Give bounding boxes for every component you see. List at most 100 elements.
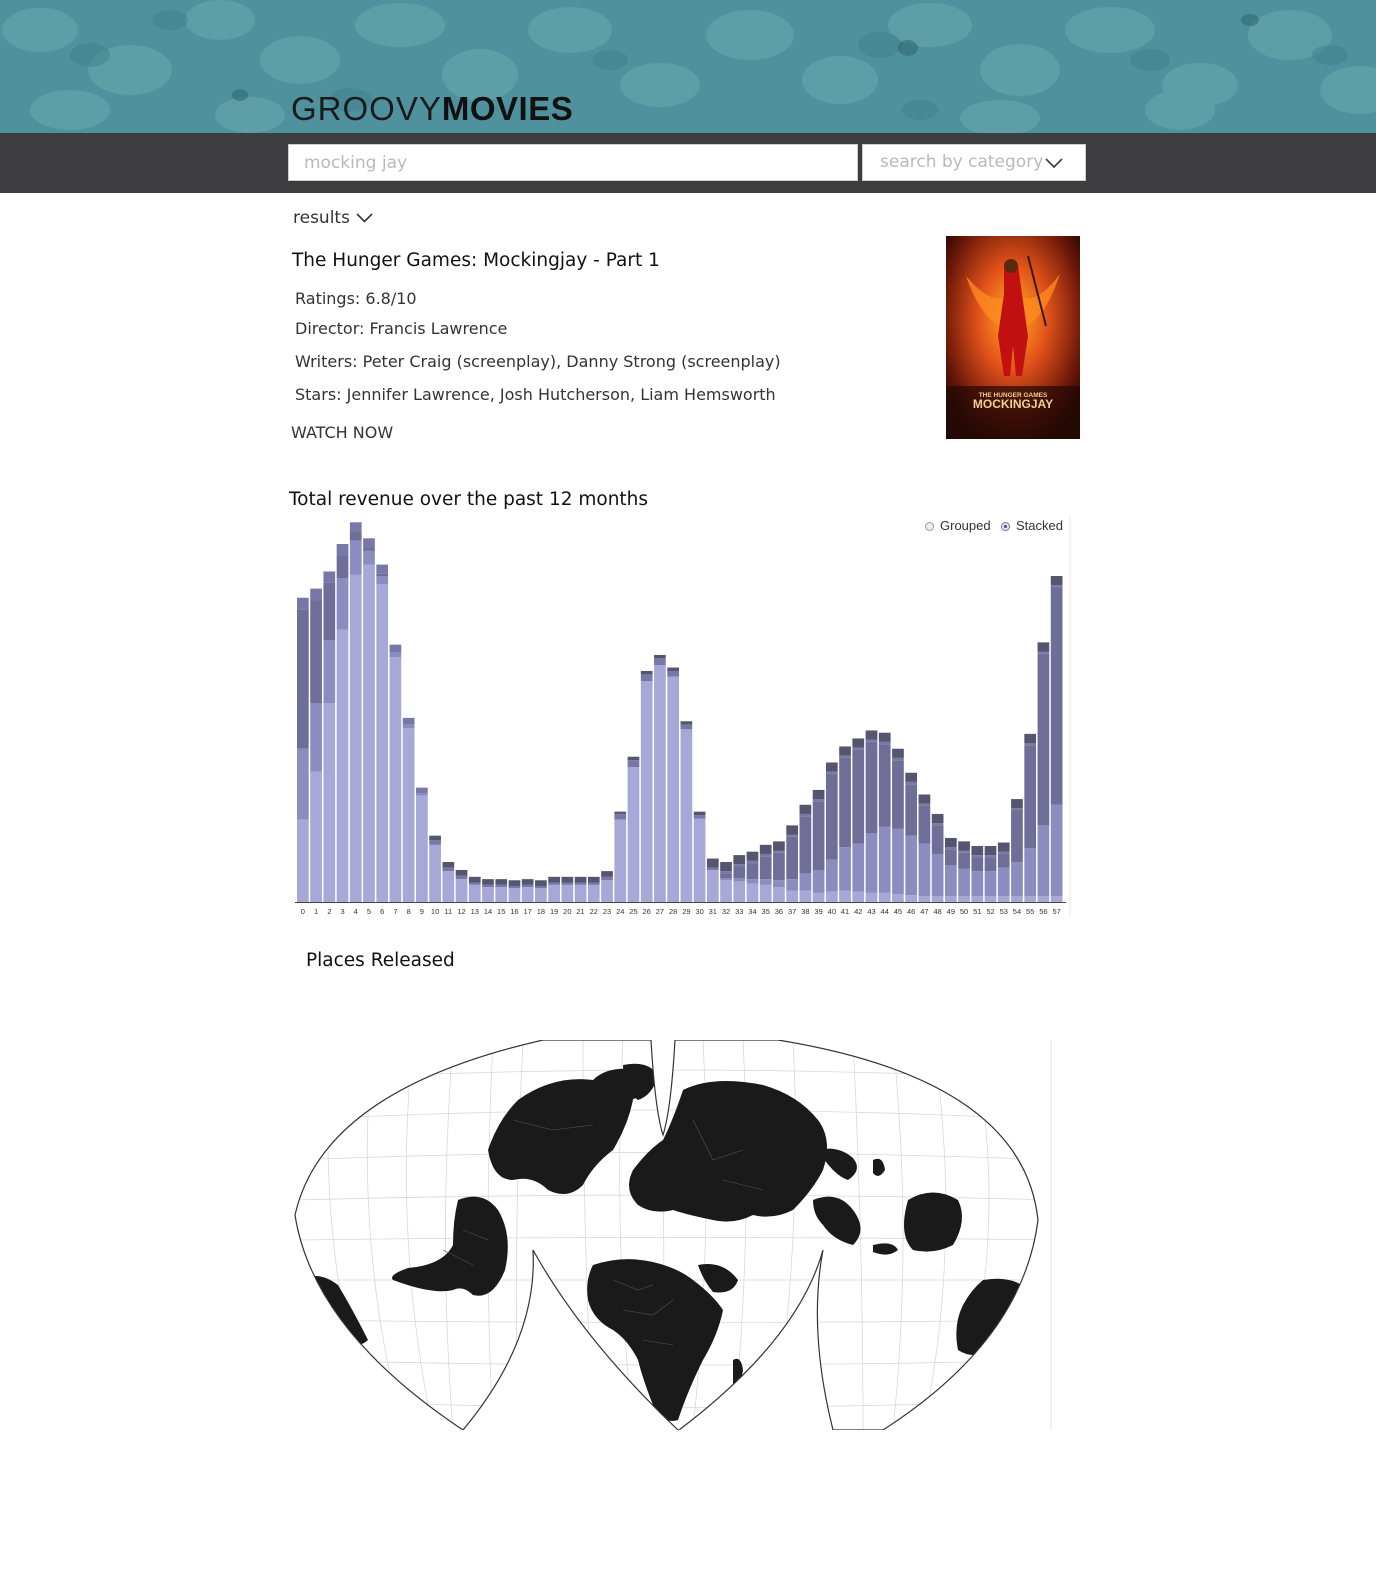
legend-stacked[interactable]: Stacked <box>1001 518 1063 533</box>
bar-segment <box>759 879 772 885</box>
bar-segment <box>984 871 997 897</box>
bar-segment <box>786 890 799 902</box>
x-tick-label: 12 <box>457 907 465 916</box>
bar-segment <box>1024 745 1037 849</box>
bar-segment <box>323 582 336 641</box>
bar-segment <box>680 721 693 725</box>
bar-segment <box>1050 587 1063 805</box>
bar-segment <box>1037 896 1050 902</box>
watch-now-link[interactable]: WATCH NOW <box>291 423 394 442</box>
bar-segment <box>878 732 891 742</box>
bar-segment <box>349 522 362 532</box>
floral-background-image <box>2 0 1376 133</box>
x-tick-label: 5 <box>367 907 371 916</box>
x-tick-label: 31 <box>709 907 717 916</box>
bar-segment <box>508 880 521 886</box>
bar-segment <box>825 891 838 902</box>
bar-segment <box>706 858 719 868</box>
bar-segment <box>799 873 812 891</box>
x-tick-label: 16 <box>510 907 518 916</box>
bar-segment <box>548 876 560 883</box>
movie-poster-image[interactable]: THE HUNGER GAMES MOCKINGJAY <box>946 236 1080 439</box>
country-borders <box>442 1119 764 1346</box>
bar-segment <box>336 555 349 579</box>
bar-segment <box>971 871 984 897</box>
bar-segment <box>706 867 719 870</box>
x-tick-label: 51 <box>973 907 981 916</box>
bar-segment <box>971 845 984 856</box>
bar-segment <box>1037 642 1050 652</box>
bar-segment <box>1011 861 1023 897</box>
x-tick-label: 4 <box>354 907 358 916</box>
bar-segment <box>746 879 759 884</box>
legend-grouped[interactable]: Grouped <box>925 518 991 533</box>
bar-segment <box>363 550 375 565</box>
bar-segment <box>336 544 349 556</box>
bar-segment <box>759 856 772 880</box>
continents <box>303 1063 1028 1421</box>
logo[interactable]: GROOVYMOVIES <box>291 90 573 128</box>
bar-segment <box>997 867 1010 897</box>
bar-segment <box>363 547 375 551</box>
bar-segment <box>984 855 997 858</box>
chevron-down-icon <box>356 213 373 223</box>
bar-segment <box>786 879 799 891</box>
bar-segment <box>667 676 679 902</box>
category-select[interactable]: search by category <box>862 144 1086 181</box>
grouped-radio[interactable] <box>925 522 934 531</box>
x-tick-label: 9 <box>420 907 424 916</box>
bar-segment <box>944 837 957 848</box>
bar-segment <box>971 896 984 902</box>
x-tick-label: 0 <box>301 907 305 916</box>
bar-segment <box>878 741 891 745</box>
bar-segment <box>310 702 322 772</box>
x-tick-label: 24 <box>616 907 624 916</box>
x-tick-label: 26 <box>643 907 651 916</box>
stacked-radio[interactable] <box>1001 522 1010 531</box>
bar-segment <box>905 895 918 902</box>
bar-segment <box>1037 653 1050 826</box>
x-tick-label: 1 <box>314 907 318 916</box>
bar-segment <box>878 892 891 902</box>
movie-title[interactable]: The Hunger Games: Mockingjay - Part 1 <box>292 250 660 271</box>
bar-segment <box>799 804 812 814</box>
bar-segment <box>521 879 534 885</box>
x-tick-label: 32 <box>722 907 730 916</box>
bar-segment <box>535 888 547 902</box>
x-tick-label: 25 <box>629 907 637 916</box>
bar-segment <box>720 880 732 902</box>
bar-segment <box>680 724 693 730</box>
bar-segment <box>455 875 468 880</box>
x-tick-label: 36 <box>775 907 783 916</box>
bar-segment <box>958 850 970 853</box>
search-input[interactable] <box>288 144 858 181</box>
movie-director: Director: Francis Lawrence <box>295 319 508 338</box>
bar-segment <box>1024 733 1037 744</box>
x-tick-label: 15 <box>497 907 505 916</box>
bar-segment <box>799 890 812 902</box>
results-toggle[interactable]: results <box>293 208 373 228</box>
x-tick-label: 3 <box>340 907 344 916</box>
x-tick-label: 55 <box>1026 907 1034 916</box>
bar-segment <box>786 836 799 880</box>
bar-segment <box>773 887 785 902</box>
bar-segment <box>535 885 547 889</box>
bar-segment <box>402 724 415 729</box>
bar-segment <box>997 842 1010 852</box>
bar-segment <box>839 847 851 891</box>
x-tick-label: 48 <box>933 907 941 916</box>
bar-segment <box>693 811 706 816</box>
bar-segment <box>997 851 1010 854</box>
x-tick-label: 43 <box>867 907 875 916</box>
bar-segment <box>944 896 957 902</box>
bar-segment <box>1050 585 1063 588</box>
bar-segment <box>310 588 322 601</box>
poster-line2: MOCKINGJAY <box>973 397 1053 411</box>
chevron-down-icon <box>1045 158 1063 169</box>
poster-line1: THE HUNGER GAMES <box>979 392 1048 399</box>
bar-segment <box>892 893 904 902</box>
bar-segment <box>852 738 865 748</box>
bar-segment <box>931 823 944 826</box>
bar-segment <box>376 576 389 585</box>
map-lobes <box>295 1040 1038 1430</box>
